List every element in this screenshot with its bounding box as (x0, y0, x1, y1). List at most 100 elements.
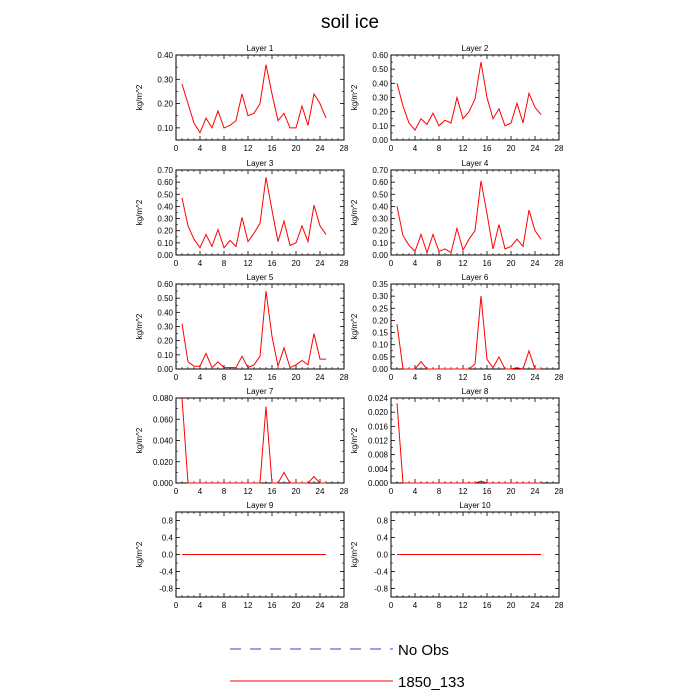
x-tick-label: 28 (340, 487, 349, 496)
y-tick-label: 0.30 (157, 75, 173, 84)
y-axis-label: kg/m^2 (350, 313, 359, 339)
panel-layer-3: Layer 3 kg/m^2 0 4 8 12 16 20 24 28 0.00 0.10 0.20 0.… (135, 159, 349, 268)
panel-title: Layer 6 (462, 273, 489, 282)
x-tick-label: 8 (222, 601, 227, 610)
x-tick-label: 16 (483, 259, 492, 268)
y-tick-label: 0.008 (368, 451, 389, 460)
y-tick-label: 0.20 (372, 108, 388, 117)
x-tick-label: 12 (459, 373, 468, 382)
x-tick-label: 8 (437, 373, 442, 382)
x-tick-label: 24 (316, 259, 325, 268)
y-axis-label: kg/m^2 (135, 541, 144, 567)
panel-layer-5: Layer 5 kg/m^2 0 4 8 12 16 20 24 28 0.00 0.10 0.20 0.… (135, 273, 349, 382)
y-tick-label: 0.10 (157, 351, 173, 360)
x-tick-label: 20 (292, 601, 301, 610)
y-tick-label: 0.30 (157, 215, 173, 224)
x-tick-label: 4 (198, 373, 203, 382)
x-tick-label: 8 (437, 487, 442, 496)
y-tick-label: 0.20 (372, 316, 388, 325)
x-tick-label: 24 (531, 259, 540, 268)
panel-layer-4: Layer 4 kg/m^2 0 4 8 12 16 20 24 28 0.00 0.10 0.20 0.… (350, 159, 564, 268)
y-axis-label: kg/m^2 (350, 84, 359, 110)
plot-frame (175, 397, 345, 484)
y-tick-label: 0.60 (157, 178, 173, 187)
y-tick-label: 0.60 (372, 51, 388, 60)
x-tick-label: 4 (413, 601, 418, 610)
y-tick-label: 0.00 (372, 251, 388, 260)
x-tick-label: 4 (198, 259, 203, 268)
y-tick-label: 0.40 (157, 308, 173, 317)
x-tick-label: 28 (555, 259, 564, 268)
x-tick-label: 0 (389, 144, 394, 153)
x-tick-label: 24 (316, 373, 325, 382)
x-tick-label: 8 (222, 144, 227, 153)
plot-frame (390, 397, 560, 484)
x-tick-label: 8 (437, 259, 442, 268)
x-tick-label: 0 (389, 601, 394, 610)
panel-layer-8: Layer 8 kg/m^2 0 4 8 12 16 20 24 28 0.000 0.004 0.00… (350, 387, 564, 496)
x-tick-label: 20 (292, 144, 301, 153)
y-tick-label: 0.020 (153, 458, 174, 467)
x-tick-label: 16 (483, 601, 492, 610)
panel-layer-7: Layer 7 kg/m^2 0 4 8 12 16 20 24 28 0.000 0.020 0.04… (135, 387, 349, 496)
y-tick-label: 0.40 (372, 202, 388, 211)
x-tick-label: 16 (268, 601, 277, 610)
y-tick-label: 0.20 (157, 100, 173, 109)
y-axis-label: kg/m^2 (135, 427, 144, 453)
y-tick-label: 0.70 (157, 166, 173, 175)
series-line-1850-133 (396, 296, 541, 370)
y-tick-label: 0.016 (368, 422, 389, 431)
x-tick-label: 12 (244, 144, 253, 153)
x-tick-label: 28 (340, 601, 349, 610)
x-tick-label: 12 (459, 487, 468, 496)
x-tick-label: 20 (507, 373, 516, 382)
y-tick-label: 0.10 (157, 239, 173, 248)
plot-frame (175, 169, 345, 256)
series-line-1850-133 (396, 62, 542, 131)
series-line-1850-133 (181, 64, 327, 134)
x-tick-label: 24 (316, 601, 325, 610)
x-tick-label: 8 (222, 373, 227, 382)
x-tick-label: 0 (174, 144, 179, 153)
y-axis-label: kg/m^2 (350, 199, 359, 225)
x-tick-label: 20 (507, 487, 516, 496)
x-tick-label: 28 (555, 373, 564, 382)
y-tick-label: 0.50 (372, 190, 388, 199)
x-tick-label: 8 (222, 487, 227, 496)
panel-title: Layer 2 (462, 44, 489, 53)
x-tick-label: 28 (555, 144, 564, 153)
panel-title: Layer 7 (247, 387, 274, 396)
x-tick-label: 28 (340, 144, 349, 153)
y-tick-label: 0.000 (368, 479, 389, 488)
panel-title: Layer 5 (247, 273, 274, 282)
panel-title: Layer 9 (247, 501, 274, 510)
x-tick-label: 0 (389, 487, 394, 496)
y-tick-label: 0.024 (368, 394, 389, 403)
x-tick-label: 12 (244, 601, 253, 610)
panel-title: Layer 8 (462, 387, 489, 396)
y-tick-label: 0.00 (372, 365, 388, 374)
y-tick-label: 0.60 (157, 280, 173, 289)
y-tick-label: -0.4 (159, 568, 173, 577)
y-tick-label: -0.8 (159, 585, 173, 594)
x-tick-label: 16 (483, 144, 492, 153)
panel-layer-10: Layer 10 kg/m^2 0 4 8 12 16 20 24 28 -0.8 -0.4 0.0 0.… (350, 501, 564, 610)
series-line-1850-133 (396, 180, 542, 255)
y-tick-label: 0.00 (157, 251, 173, 260)
y-tick-label: 0.060 (153, 415, 174, 424)
y-axis-label: kg/m^2 (135, 84, 144, 110)
y-axis-label: kg/m^2 (135, 199, 144, 225)
panel-title: Layer 10 (459, 501, 491, 510)
x-tick-label: 8 (222, 259, 227, 268)
x-tick-label: 16 (268, 144, 277, 153)
x-tick-label: 0 (174, 373, 179, 382)
x-tick-label: 20 (507, 601, 516, 610)
legend: No Obs 1850_133 (230, 642, 465, 691)
x-tick-label: 16 (268, 373, 277, 382)
x-tick-label: 4 (413, 487, 418, 496)
x-tick-label: 4 (413, 144, 418, 153)
y-tick-label: 0.50 (372, 65, 388, 74)
y-tick-label: 0.40 (157, 51, 173, 60)
panel-layer-2: Layer 2 kg/m^2 0 4 8 12 16 20 24 28 0.00 0.10 0.20 0.… (350, 44, 564, 153)
x-tick-label: 12 (459, 144, 468, 153)
